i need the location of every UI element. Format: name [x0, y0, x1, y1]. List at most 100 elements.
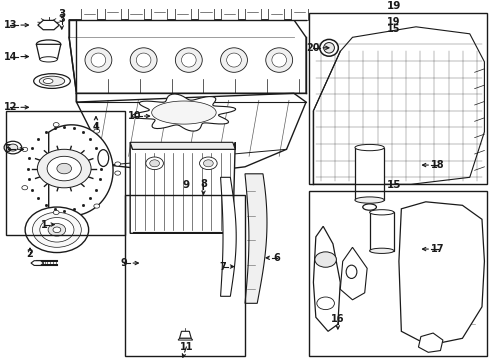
Ellipse shape	[36, 40, 61, 49]
Text: 19: 19	[387, 1, 401, 11]
Ellipse shape	[324, 42, 334, 53]
Text: 18: 18	[431, 160, 445, 170]
Bar	[309, 13, 487, 184]
Polygon shape	[152, 101, 216, 124]
Ellipse shape	[272, 53, 287, 67]
Circle shape	[203, 160, 213, 167]
Circle shape	[53, 210, 59, 215]
Circle shape	[48, 224, 66, 236]
Text: 14: 14	[4, 51, 17, 62]
Polygon shape	[128, 8, 144, 20]
Ellipse shape	[363, 204, 376, 210]
Bar	[5, 111, 125, 235]
Polygon shape	[245, 4, 261, 20]
Text: 9: 9	[182, 180, 190, 190]
Ellipse shape	[40, 57, 57, 62]
Ellipse shape	[369, 248, 394, 253]
Text: 9: 9	[121, 258, 127, 268]
Polygon shape	[81, 8, 98, 20]
Circle shape	[94, 204, 99, 208]
Circle shape	[146, 157, 163, 170]
Ellipse shape	[34, 74, 71, 89]
Text: 7: 7	[220, 262, 226, 271]
Circle shape	[115, 171, 121, 175]
Ellipse shape	[130, 48, 157, 72]
Polygon shape	[130, 142, 235, 233]
Circle shape	[315, 252, 336, 267]
Polygon shape	[179, 331, 191, 338]
Ellipse shape	[91, 53, 106, 67]
Circle shape	[25, 207, 89, 253]
Polygon shape	[151, 4, 168, 20]
Circle shape	[40, 217, 74, 242]
Polygon shape	[314, 226, 340, 331]
Text: 16: 16	[331, 314, 344, 324]
Circle shape	[53, 122, 59, 127]
Text: 15: 15	[387, 180, 401, 190]
Circle shape	[32, 212, 81, 247]
Text: 12: 12	[4, 102, 17, 112]
Ellipse shape	[320, 39, 338, 56]
Polygon shape	[69, 20, 306, 93]
Polygon shape	[38, 21, 59, 30]
Polygon shape	[369, 212, 394, 251]
Circle shape	[47, 156, 81, 181]
Circle shape	[115, 162, 121, 166]
Polygon shape	[49, 125, 113, 216]
Ellipse shape	[220, 48, 247, 72]
Circle shape	[57, 163, 72, 174]
Polygon shape	[105, 4, 121, 20]
Ellipse shape	[181, 53, 196, 67]
Circle shape	[37, 149, 91, 188]
Circle shape	[317, 297, 334, 310]
Ellipse shape	[98, 150, 109, 166]
Bar	[309, 191, 487, 356]
Text: 1: 1	[41, 220, 48, 230]
Ellipse shape	[355, 144, 384, 151]
Ellipse shape	[266, 48, 293, 72]
Circle shape	[53, 227, 61, 233]
Polygon shape	[355, 148, 384, 200]
Polygon shape	[221, 8, 238, 20]
Ellipse shape	[369, 210, 394, 215]
Ellipse shape	[136, 53, 151, 67]
Polygon shape	[132, 94, 236, 131]
Polygon shape	[130, 142, 235, 149]
Ellipse shape	[227, 53, 242, 67]
Circle shape	[94, 129, 99, 133]
Ellipse shape	[355, 197, 384, 203]
Circle shape	[150, 160, 159, 167]
Polygon shape	[178, 338, 193, 340]
Ellipse shape	[43, 78, 53, 84]
Text: 2: 2	[26, 249, 33, 259]
Polygon shape	[399, 202, 485, 345]
Text: 10: 10	[128, 111, 142, 121]
Polygon shape	[292, 4, 308, 20]
Polygon shape	[220, 177, 236, 296]
Text: 5: 5	[4, 144, 11, 154]
Polygon shape	[268, 8, 284, 20]
Text: 3: 3	[58, 14, 65, 24]
Text: 8: 8	[200, 179, 207, 189]
Text: 17: 17	[431, 244, 445, 254]
Polygon shape	[76, 93, 306, 174]
Text: 4: 4	[93, 122, 99, 131]
Circle shape	[199, 157, 217, 170]
Ellipse shape	[85, 48, 112, 72]
Text: 11: 11	[180, 342, 193, 352]
Text: 20: 20	[307, 43, 320, 53]
Polygon shape	[198, 4, 214, 20]
Circle shape	[8, 144, 18, 151]
Ellipse shape	[175, 48, 202, 72]
Polygon shape	[36, 44, 61, 59]
Polygon shape	[418, 333, 443, 352]
Text: 15: 15	[387, 23, 401, 33]
Text: 13: 13	[4, 20, 17, 30]
Text: 3: 3	[58, 9, 65, 19]
Circle shape	[22, 186, 28, 190]
Bar	[125, 195, 245, 356]
Polygon shape	[340, 247, 367, 300]
Ellipse shape	[39, 76, 65, 86]
Text: 19: 19	[387, 17, 401, 27]
Circle shape	[4, 141, 22, 154]
